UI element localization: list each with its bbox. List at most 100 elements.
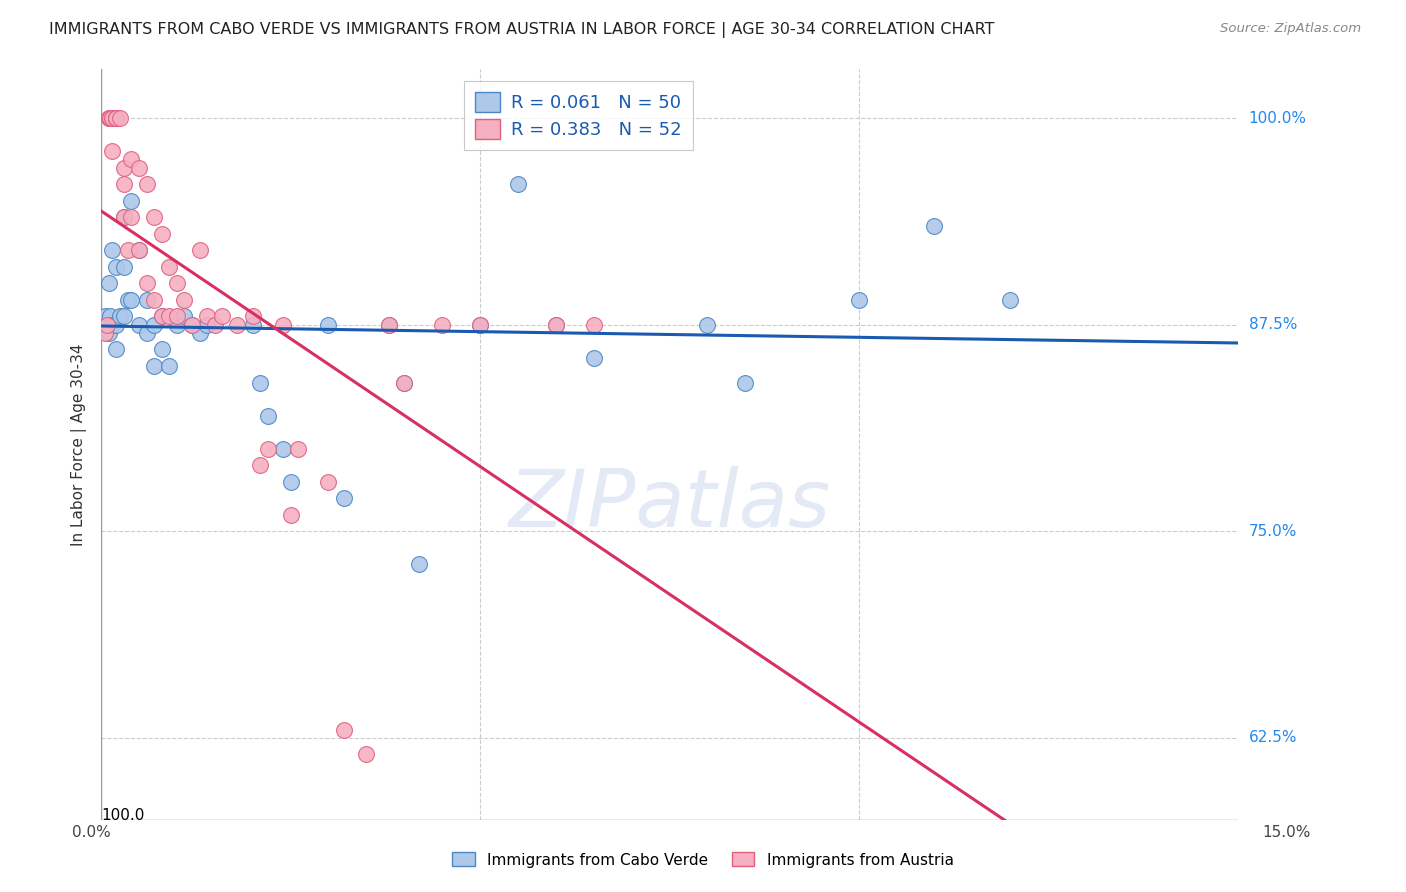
- Point: [734, 376, 756, 390]
- Point: [143, 293, 166, 307]
- Point: [128, 244, 150, 258]
- Point: [181, 318, 204, 332]
- Point: [105, 318, 128, 332]
- Point: [117, 293, 139, 307]
- Point: [157, 359, 180, 373]
- Point: [271, 318, 294, 332]
- Point: [150, 310, 173, 324]
- Point: [188, 244, 211, 258]
- Point: [135, 326, 157, 340]
- Text: 0.0%: 0.0%: [72, 825, 111, 840]
- Point: [105, 111, 128, 125]
- Point: [468, 318, 491, 332]
- Point: [117, 244, 139, 258]
- Text: 100.0: 100.0: [101, 808, 145, 823]
- Text: 100.0%: 100.0%: [1249, 111, 1306, 126]
- Point: [150, 227, 173, 241]
- Point: [135, 293, 157, 307]
- Point: [468, 318, 491, 332]
- Point: [271, 442, 294, 456]
- Text: IMMIGRANTS FROM CABO VERDE VS IMMIGRANTS FROM AUSTRIA IN LABOR FORCE | AGE 30-34: IMMIGRANTS FROM CABO VERDE VS IMMIGRANTS…: [49, 22, 994, 38]
- Point: [242, 318, 264, 332]
- Point: [97, 326, 120, 340]
- Point: [924, 219, 946, 233]
- Point: [112, 161, 135, 175]
- Point: [105, 111, 128, 125]
- Point: [101, 244, 124, 258]
- Point: [249, 376, 271, 390]
- Point: [356, 747, 378, 762]
- Legend: R = 0.061   N = 50, R = 0.383   N = 52: R = 0.061 N = 50, R = 0.383 N = 52: [464, 81, 693, 150]
- Point: [143, 359, 166, 373]
- Point: [378, 318, 401, 332]
- Point: [280, 508, 302, 522]
- Point: [135, 277, 157, 291]
- Text: 62.5%: 62.5%: [1249, 731, 1298, 746]
- Text: Source: ZipAtlas.com: Source: ZipAtlas.com: [1220, 22, 1361, 36]
- Point: [256, 409, 278, 423]
- Point: [135, 178, 157, 192]
- Point: [166, 277, 188, 291]
- Point: [98, 111, 121, 125]
- Point: [108, 310, 131, 324]
- Text: ZIPatlas: ZIPatlas: [508, 466, 831, 543]
- Point: [173, 310, 195, 324]
- Point: [249, 458, 271, 472]
- Point: [143, 318, 166, 332]
- Point: [430, 318, 453, 332]
- Text: 75.0%: 75.0%: [1249, 524, 1296, 539]
- Text: 87.5%: 87.5%: [1249, 318, 1296, 332]
- Y-axis label: In Labor Force | Age 30-34: In Labor Force | Age 30-34: [72, 343, 87, 546]
- Point: [408, 558, 430, 572]
- Point: [120, 194, 142, 208]
- Point: [256, 442, 278, 456]
- Point: [226, 318, 249, 332]
- Point: [105, 111, 128, 125]
- Point: [188, 326, 211, 340]
- Point: [582, 351, 605, 365]
- Point: [150, 310, 173, 324]
- Point: [173, 293, 195, 307]
- Point: [318, 318, 340, 332]
- Point: [318, 475, 340, 489]
- Point: [696, 318, 718, 332]
- Point: [94, 310, 117, 324]
- Point: [101, 111, 124, 125]
- Point: [112, 178, 135, 192]
- Point: [392, 376, 415, 390]
- Point: [280, 475, 302, 489]
- Point: [506, 178, 529, 192]
- Point: [128, 318, 150, 332]
- Point: [96, 318, 118, 332]
- Point: [108, 111, 131, 125]
- Point: [166, 310, 188, 324]
- Point: [211, 310, 233, 324]
- Point: [848, 293, 870, 307]
- Point: [128, 244, 150, 258]
- Point: [544, 318, 567, 332]
- Point: [157, 310, 180, 324]
- Point: [112, 260, 135, 274]
- Point: [120, 153, 142, 167]
- Point: [98, 310, 121, 324]
- Point: [97, 277, 120, 291]
- Point: [101, 144, 124, 158]
- Point: [166, 318, 188, 332]
- Text: 15.0%: 15.0%: [1263, 825, 1310, 840]
- Point: [195, 318, 218, 332]
- Point: [120, 293, 142, 307]
- Point: [378, 318, 401, 332]
- Point: [128, 161, 150, 175]
- Point: [544, 318, 567, 332]
- Point: [287, 442, 309, 456]
- Point: [112, 211, 135, 225]
- Point: [181, 318, 204, 332]
- Legend: Immigrants from Cabo Verde, Immigrants from Austria: Immigrants from Cabo Verde, Immigrants f…: [446, 847, 960, 873]
- Point: [332, 491, 354, 506]
- Point: [96, 318, 118, 332]
- Point: [392, 376, 415, 390]
- Point: [242, 310, 264, 324]
- Point: [101, 318, 124, 332]
- Point: [105, 343, 128, 357]
- Point: [204, 318, 226, 332]
